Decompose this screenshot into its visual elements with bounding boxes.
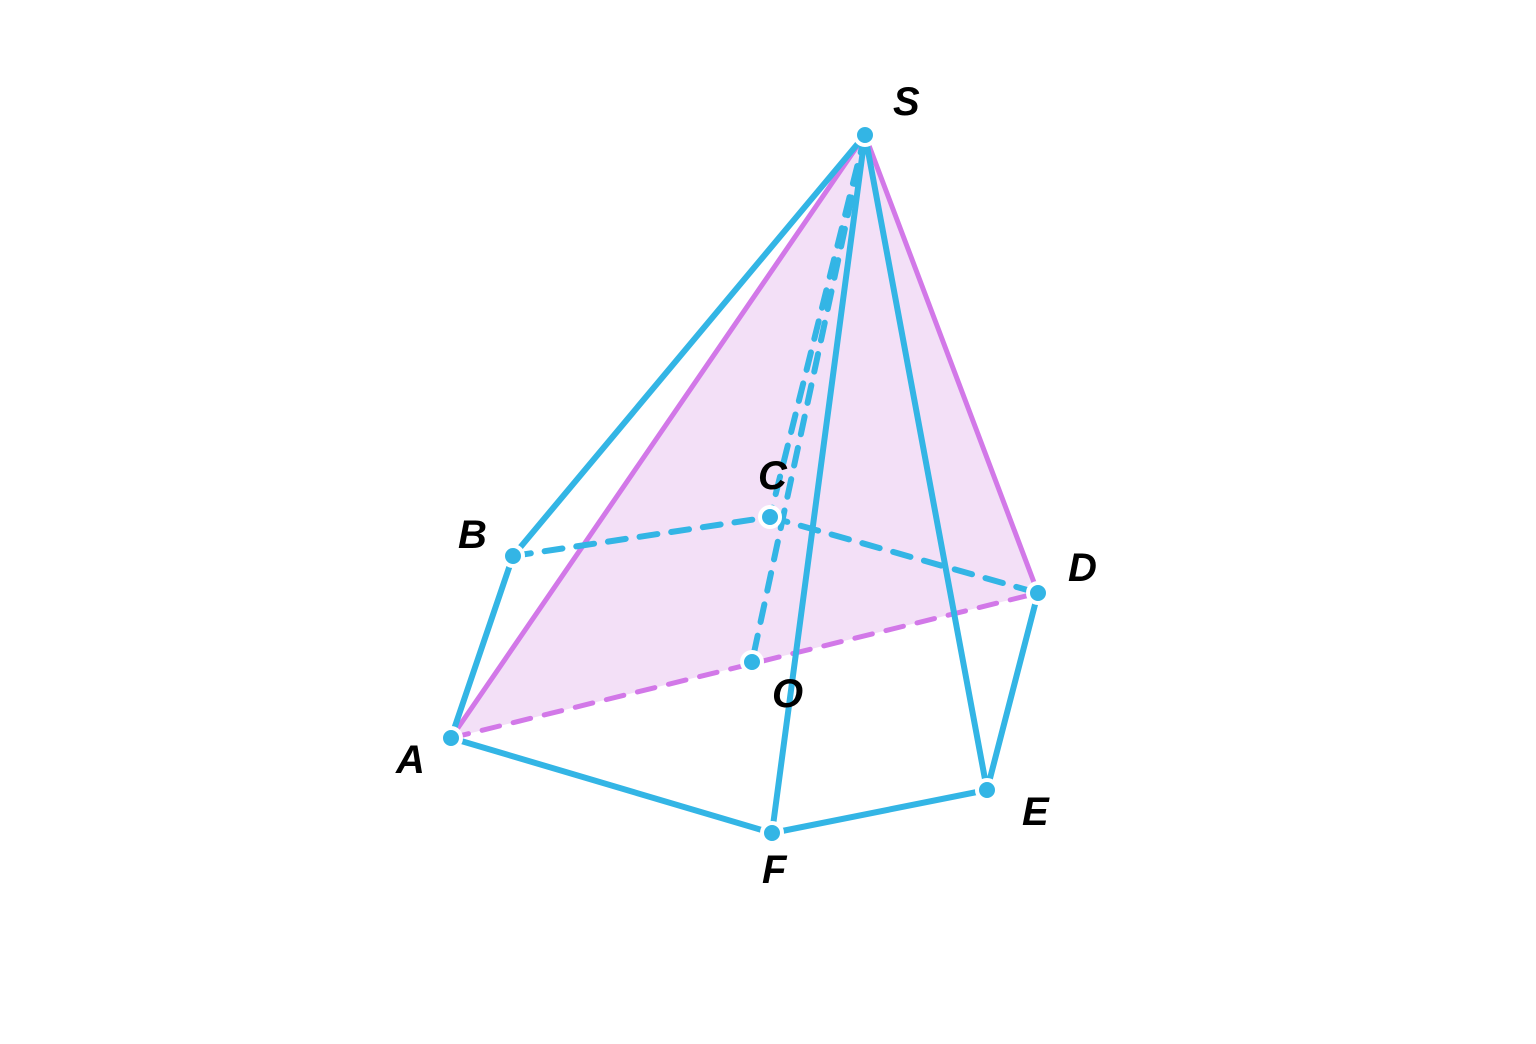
vertex-point-s [855, 125, 875, 145]
vertex-label-d: D [1068, 546, 1097, 590]
vertex-label-o: O [772, 672, 803, 716]
vertex-point-o [742, 652, 762, 672]
vertex-label-c: C [758, 454, 788, 498]
vertex-point-e [977, 780, 997, 800]
vertex-label-e: E [1022, 790, 1050, 834]
vertex-label-s: S [893, 80, 920, 124]
vertex-point-d [1028, 583, 1048, 603]
vertex-point-c [760, 507, 780, 527]
vertex-label-f: F [762, 848, 788, 892]
vertex-point-b [503, 546, 523, 566]
vertex-label-b: B [458, 513, 487, 557]
vertex-point-a [441, 728, 461, 748]
vertex-point-f [762, 823, 782, 843]
vertex-label-a: A [395, 738, 425, 782]
geometry-diagram: S A B C D E F O [0, 0, 1536, 1044]
